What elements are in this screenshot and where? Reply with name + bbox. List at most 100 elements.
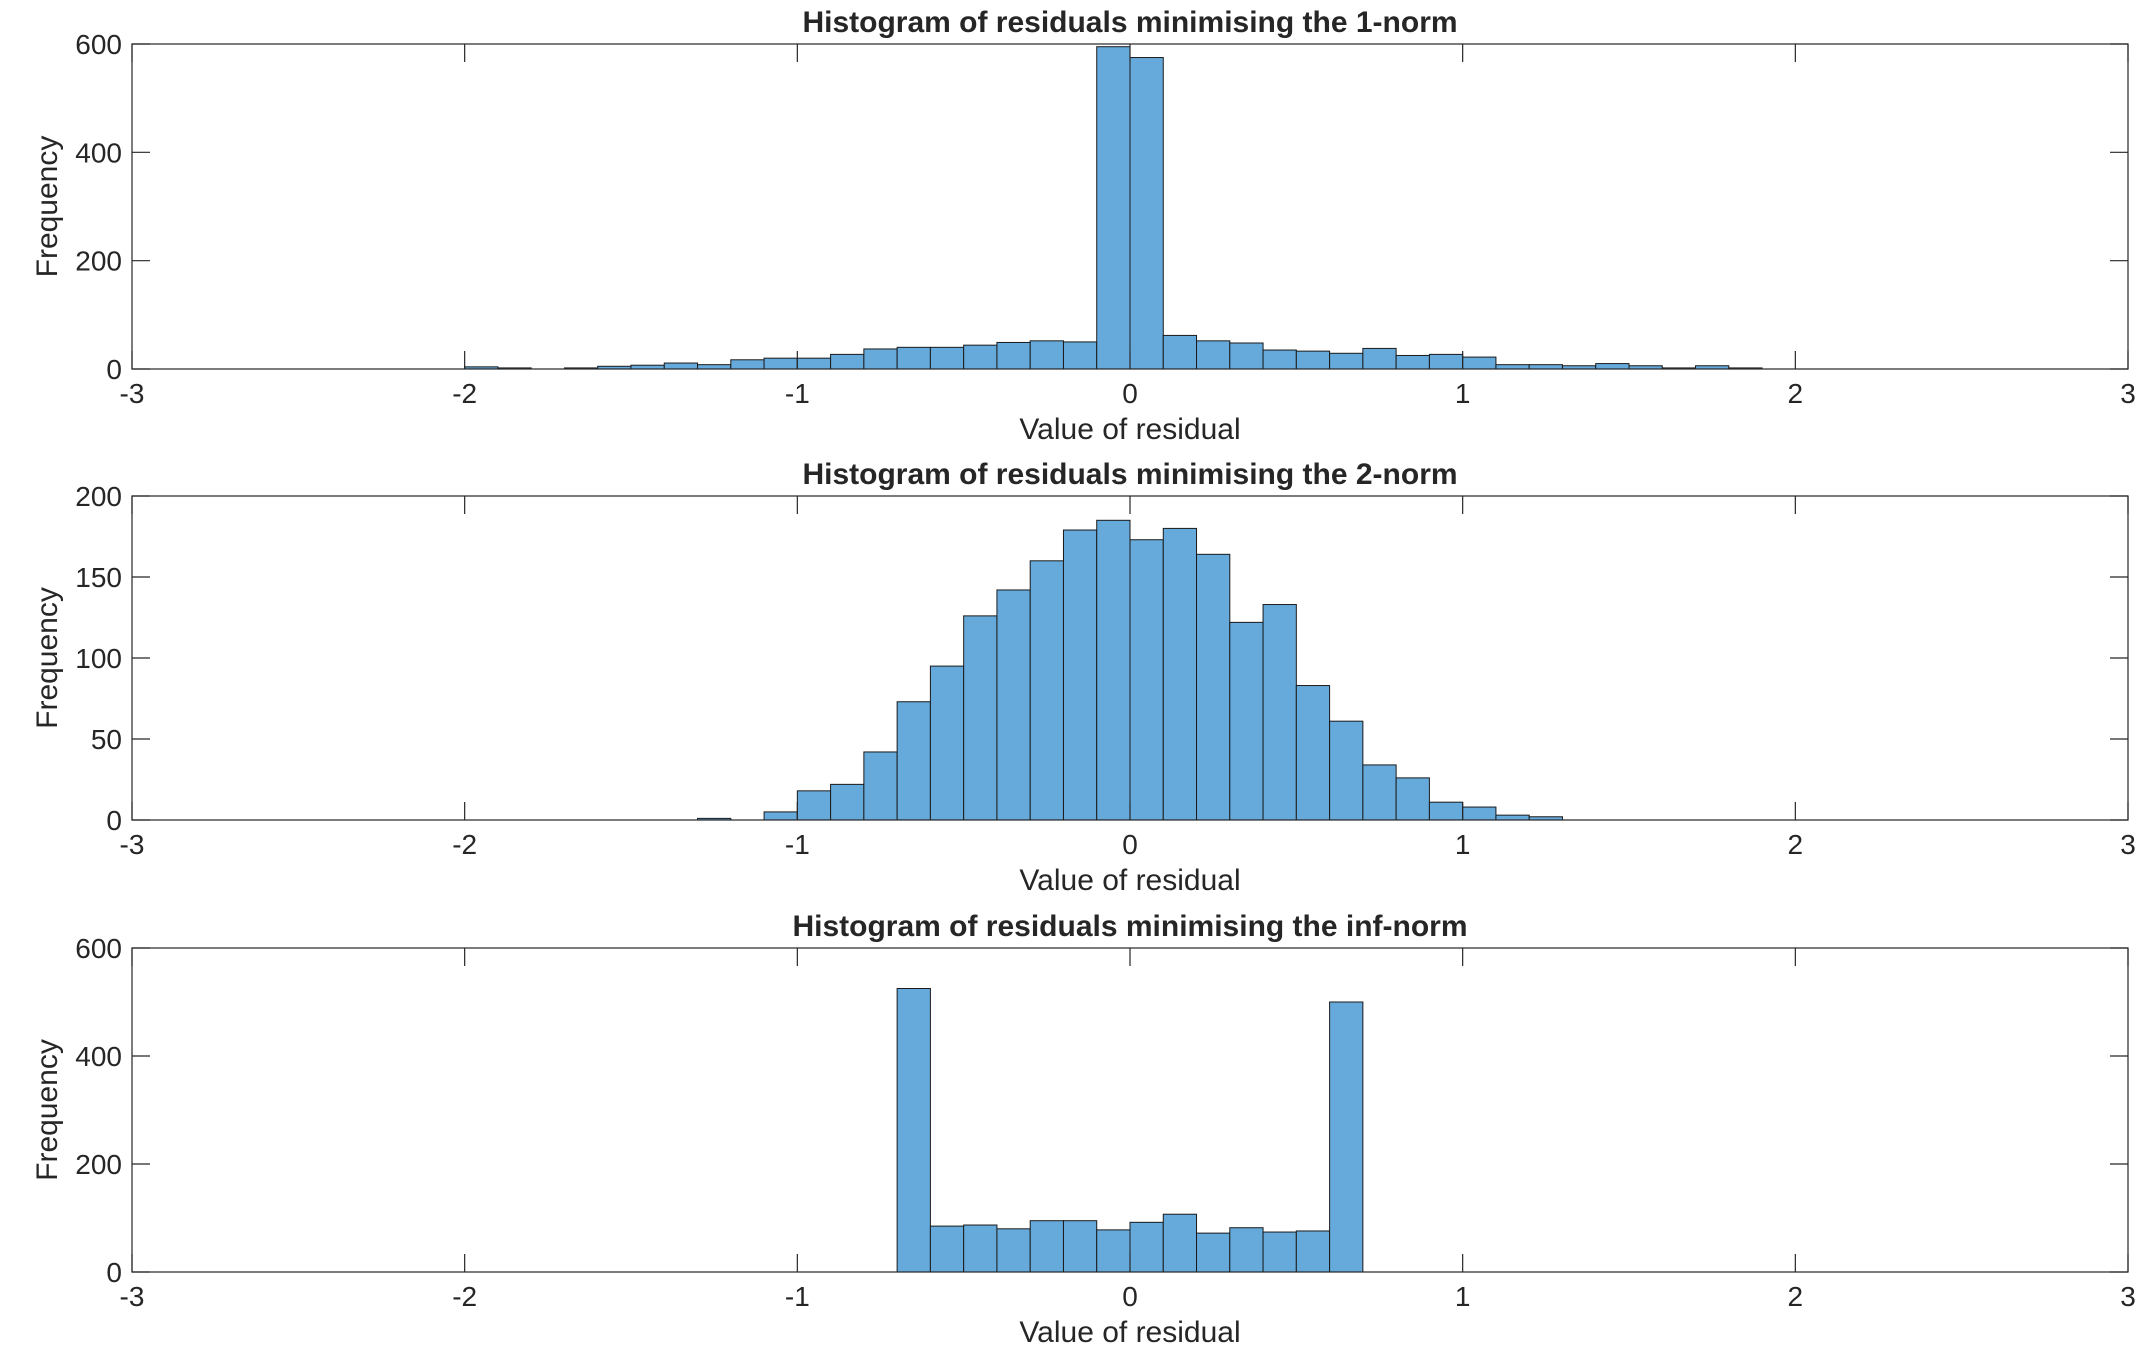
- histogram-bar: [863, 348, 898, 370]
- histogram-bar: [1329, 1001, 1364, 1273]
- histogram-bar: [1462, 356, 1497, 370]
- histogram-bar: [1329, 352, 1364, 370]
- x-tick-label: 3: [2120, 1281, 2136, 1312]
- x-tick-label: -3: [120, 378, 145, 409]
- histogram-bar: [1262, 604, 1297, 821]
- histogram-bar: [1096, 519, 1131, 821]
- histogram-panel-3: -3 -2 -1 0 1 2 3 0 200 400 600 Histogram of residua…: [31, 910, 2136, 1349]
- x-axis-label: Value of residual: [1019, 864, 1240, 897]
- x-tick-label: 2: [1788, 829, 1804, 860]
- y-axis-label: Frequency: [31, 587, 64, 729]
- histogram-bar: [1495, 364, 1530, 370]
- y-axis-label: Frequency: [31, 1039, 64, 1181]
- histogram-bar: [896, 988, 931, 1273]
- histogram-bar: [1029, 1220, 1064, 1273]
- histogram-bar: [1129, 57, 1164, 370]
- histogram-bar: [1495, 814, 1530, 821]
- histogram-bar: [1229, 342, 1264, 370]
- y-axis-label: Frequency: [31, 136, 64, 278]
- plot-area: [132, 948, 2128, 1272]
- histogram-bar: [763, 811, 798, 821]
- x-axis-label: Value of residual: [1019, 413, 1240, 446]
- x-tick-label: 3: [2120, 829, 2136, 860]
- histogram-bar: [1096, 1229, 1131, 1273]
- x-tick-label: -2: [452, 829, 477, 860]
- histogram-bar: [1162, 334, 1198, 370]
- x-tick-label: -2: [452, 1281, 477, 1312]
- x-tick-label: 0: [1122, 1281, 1138, 1312]
- x-tick-label: 1: [1455, 829, 1471, 860]
- histogram-bar: [963, 615, 998, 821]
- chart-title: Histogram of residuals minimising the 1-…: [802, 6, 1457, 39]
- y-tick-label: 200: [75, 1149, 122, 1180]
- y-tick-label: 200: [75, 246, 122, 277]
- x-tick-label: -1: [785, 378, 810, 409]
- histogram-bar: [796, 790, 832, 821]
- chart-title: Histogram of residuals minimising the 2-…: [802, 458, 1457, 491]
- histogram-bar: [1262, 1231, 1297, 1273]
- x-tick-label: 2: [1788, 1281, 1804, 1312]
- histogram-bar: [1329, 720, 1364, 821]
- histogram-bar: [896, 701, 931, 821]
- histogram-bar: [1295, 350, 1331, 370]
- histogram-bar: [1229, 621, 1264, 821]
- histogram-bar: [830, 353, 865, 370]
- x-tick-label: 2: [1788, 378, 1804, 409]
- histogram-bar: [697, 364, 732, 370]
- histogram-bar: [1196, 553, 1231, 821]
- x-tick-label: 0: [1122, 378, 1138, 409]
- x-tick-label: 3: [2120, 378, 2136, 409]
- y-tick-label: 400: [75, 137, 122, 168]
- histogram-bar: [1029, 340, 1064, 370]
- histogram-bar: [1395, 777, 1430, 821]
- histogram-bar: [1062, 1220, 1098, 1273]
- histogram-bar: [996, 341, 1031, 370]
- histogram-bar: [830, 783, 865, 821]
- histogram-bar: [1162, 1213, 1198, 1273]
- chart-title: Histogram of residuals minimising the in…: [792, 910, 1467, 943]
- histogram-bar: [1528, 364, 1563, 370]
- histogram-panel-2: -3 -2 -1 0 1 2 3 0 50 100 150 200 Histogram of resid…: [31, 458, 2136, 897]
- histogram-bar: [996, 1228, 1031, 1273]
- y-tick-label: 600: [75, 29, 122, 60]
- histogram-bar: [1395, 354, 1430, 370]
- histogram-bar: [929, 1225, 965, 1273]
- histogram-bar: [1062, 529, 1098, 821]
- histogram-bar: [1129, 1221, 1164, 1273]
- x-axis-label: Value of residual: [1019, 1316, 1240, 1349]
- x-tick-label: 1: [1455, 1281, 1471, 1312]
- histogram-bar: [929, 346, 965, 370]
- histogram-bar: [1262, 349, 1297, 370]
- x-tick-label: -1: [785, 829, 810, 860]
- x-tick-label: -3: [120, 1281, 145, 1312]
- y-tick-label: 0: [106, 805, 122, 836]
- y-tick-label: 400: [75, 1041, 122, 1072]
- histogram-bar: [863, 751, 898, 821]
- histogram-bar: [929, 665, 965, 821]
- histogram-bar: [963, 344, 998, 370]
- y-tick-label: 50: [91, 724, 122, 755]
- x-tick-label: -1: [785, 1281, 810, 1312]
- y-tick-label: 150: [75, 562, 122, 593]
- histogram-bar: [1196, 1232, 1231, 1273]
- histogram-bar: [1428, 353, 1464, 370]
- histogram-bar: [1428, 801, 1464, 821]
- histogram-bar: [1162, 527, 1198, 821]
- y-tick-label: 100: [75, 643, 122, 674]
- x-tick-label: -2: [452, 378, 477, 409]
- histogram-bar: [730, 359, 765, 370]
- x-tick-label: -3: [120, 829, 145, 860]
- histogram-bar: [896, 346, 931, 370]
- y-tick-label: 0: [106, 354, 122, 385]
- histogram-bar: [963, 1224, 998, 1273]
- histogram-bar: [1229, 1227, 1264, 1273]
- x-tick-label: 1: [1455, 378, 1471, 409]
- histogram-bar: [1062, 341, 1098, 370]
- histogram-bar: [1196, 340, 1231, 370]
- y-tick-label: 0: [106, 1257, 122, 1288]
- histogram-bar: [1295, 685, 1331, 821]
- y-tick-label: 200: [75, 481, 122, 512]
- histogram-bar: [1129, 539, 1164, 821]
- histogram-bar: [1462, 806, 1497, 821]
